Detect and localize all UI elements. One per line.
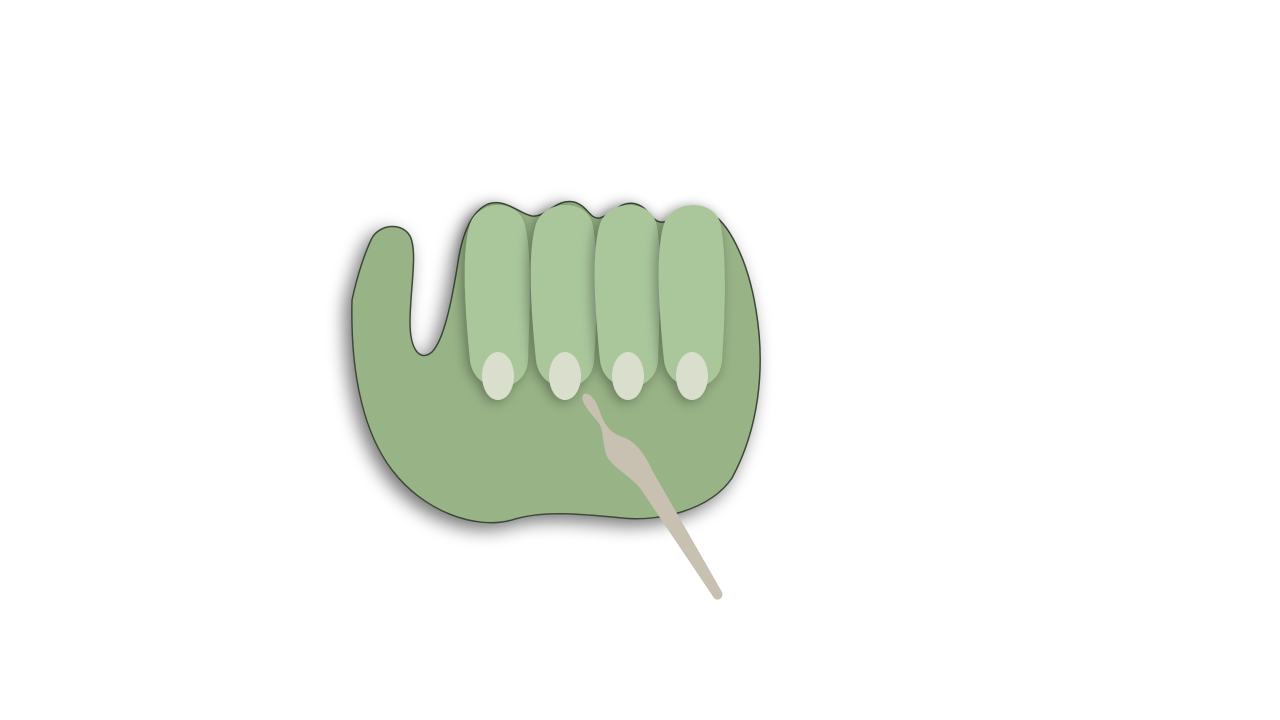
fingernail	[549, 352, 581, 400]
finger-index	[464, 204, 530, 400]
cuticle-pusher-icon	[582, 393, 723, 600]
finger-middle	[530, 204, 597, 400]
finger-pinky	[658, 204, 725, 400]
fingernail	[612, 352, 644, 400]
fingernail	[482, 352, 514, 400]
fingers	[464, 204, 725, 400]
pusher-tool-shape	[582, 393, 723, 600]
fingernail	[676, 352, 708, 400]
finger-ring	[594, 204, 660, 400]
